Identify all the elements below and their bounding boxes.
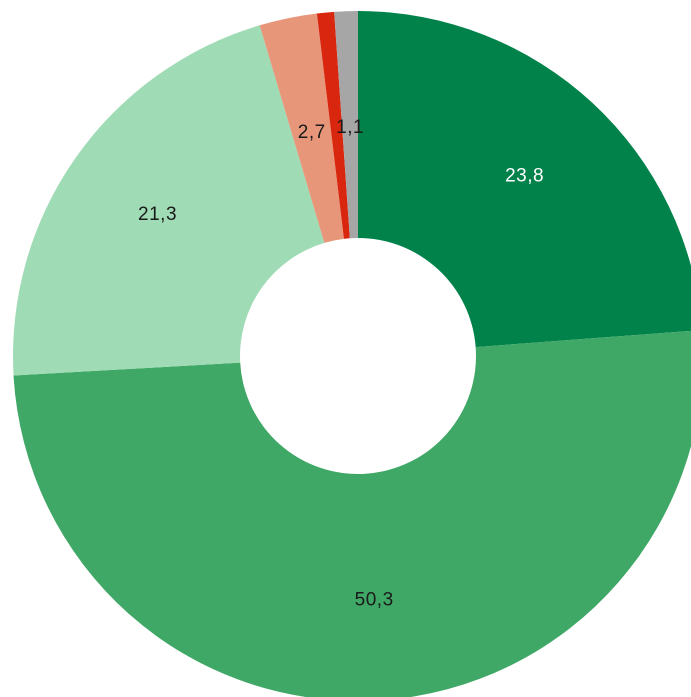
labels-group: 23,8 50,3 21,3 2,7 1,1 (138, 117, 544, 610)
slice-3 (259, 13, 344, 243)
slice-label-3: 2,7 (298, 122, 326, 143)
slice-label-1: 50,3 (355, 589, 394, 610)
slice-2 (12, 25, 325, 376)
slice-4 (316, 11, 350, 239)
slice-1 (13, 330, 691, 697)
slice-5 (334, 11, 358, 239)
slices-group (12, 11, 691, 697)
slice-0 (358, 11, 691, 348)
slice-label-5: 1,1 (336, 117, 364, 138)
slice-label-0: 23,8 (505, 165, 544, 186)
slice-label-2: 21,3 (138, 204, 177, 225)
